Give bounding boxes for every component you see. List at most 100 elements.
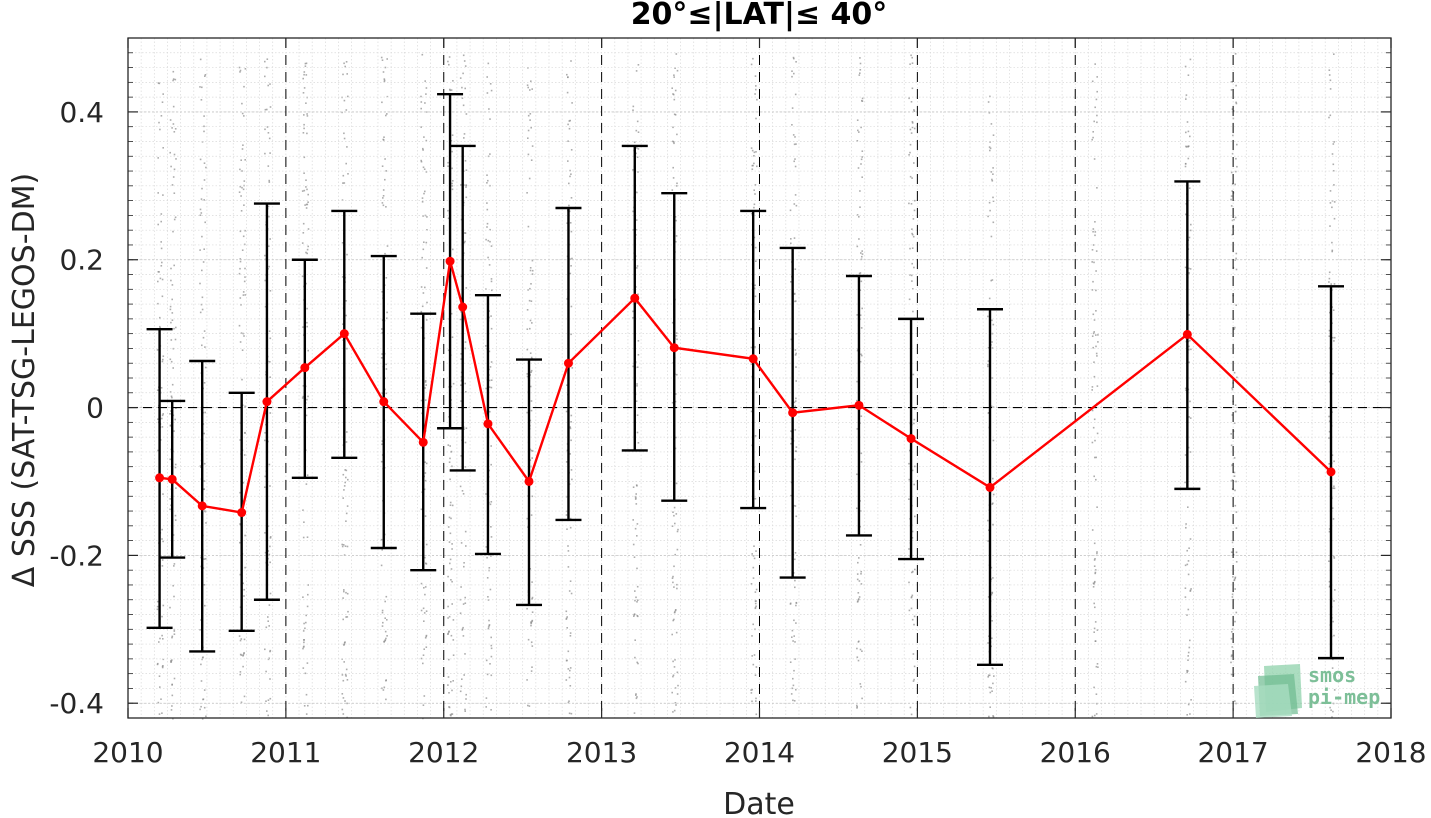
scatter-point [199,249,201,251]
scatter-point [465,698,467,700]
scatter-point [157,302,159,305]
scatter-point [425,563,428,565]
scatter-point [175,158,177,160]
scatter-point [268,215,270,218]
scatter-point [529,269,532,272]
scatter-point [987,365,989,368]
scatter-point [569,453,571,455]
scatter-point [305,621,307,624]
scatter-point [447,684,449,686]
scatter-point [531,645,534,647]
scatter-point [858,580,861,582]
scatter-point [157,192,159,194]
scatter-point [266,710,268,712]
scatter-point [425,93,427,95]
scatter-point [305,282,307,285]
scatter-point [303,639,305,641]
scatter-point [857,167,860,169]
scatter-point [792,699,794,702]
scatter-point [1233,578,1236,581]
scatter-point [450,312,453,315]
x-tick-label: 2014 [724,736,795,769]
scatter-point [1231,108,1234,110]
scatter-point [490,526,492,528]
scatter-point [1185,527,1187,529]
scatter-point [160,220,162,223]
scatter-point [302,536,305,539]
scatter-point [172,347,175,350]
scatter-point [161,712,163,714]
scatter-point [268,179,270,182]
scatter-point [342,697,345,699]
scatter-point [450,634,453,637]
scatter-point [386,619,388,621]
scatter-point [425,543,428,546]
scatter-point [342,618,344,621]
scatter-point [671,87,673,89]
scatter-point [465,196,468,199]
scatter-point [1095,250,1098,252]
scatter-point [676,671,679,674]
scatter-point [531,666,533,668]
scatter-point [380,460,383,463]
scatter-point [909,449,911,452]
scatter-point [911,280,913,282]
scatter-point [791,107,794,109]
scatter-point [1189,713,1191,715]
scatter-point [991,180,994,182]
scatter-point [1230,433,1232,435]
scatter-point [173,563,176,565]
scatter-point [913,266,915,269]
scatter-point [200,680,203,682]
scatter-point [859,190,861,192]
scatter-point [268,181,271,183]
scatter-point [486,182,488,184]
scatter-point [1094,558,1096,560]
scatter-point [423,695,426,697]
scatter-point [674,659,676,661]
scatter-point [447,165,449,167]
scatter-point [911,262,913,265]
scatter-point [755,600,757,602]
scatter-point [485,697,488,699]
scatter-point [909,706,912,709]
scatter-point [386,95,389,98]
scatter-point [174,519,177,521]
scatter-point [159,277,162,280]
scatter-point [911,469,914,472]
scatter-point [1328,528,1331,530]
scatter-point [860,258,863,261]
scatter-point [243,652,245,654]
scatter-point [676,583,678,586]
scatter-point [750,692,753,694]
scatter-point [421,197,424,199]
scatter-point [1096,432,1099,435]
scatter-point [242,188,245,191]
scatter-point [199,282,201,285]
scatter-point [160,241,162,243]
scatter-point [636,120,639,123]
scatter-point [240,195,242,197]
scatter-point [461,86,463,89]
scatter-point [381,443,383,446]
scatter-point [794,93,797,96]
scatter-point [460,400,462,402]
scatter-point [859,544,862,546]
scatter-point [265,670,267,673]
scatter-point [487,62,490,65]
scatter-point [425,171,428,173]
scatter-point [266,66,268,69]
scatter-point [755,260,757,262]
scatter-point [174,418,176,421]
scatter-point [988,686,991,689]
scatter-point [268,463,271,466]
scatter-point [424,80,426,82]
scatter-point [264,108,267,111]
scatter-point [1091,80,1094,83]
scatter-point [269,537,272,539]
scatter-point [1091,249,1094,251]
scatter-point [1095,310,1097,312]
scatter-point [452,680,454,682]
scatter-point [856,245,859,248]
scatter-point [424,593,426,596]
